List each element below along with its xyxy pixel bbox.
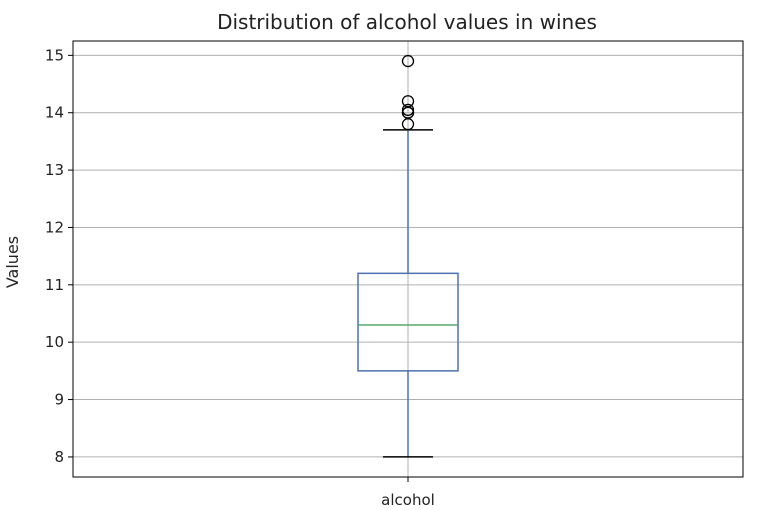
y-tick-label: 9	[54, 391, 64, 409]
y-tick-label: 11	[45, 276, 64, 294]
axes: 8 9 10 11 12 13 14 15 alcohol	[45, 40, 744, 509]
y-tick-label: 13	[45, 161, 64, 179]
y-tick-label: 8	[54, 448, 64, 466]
outlier-point	[401, 54, 415, 68]
outlier-point	[401, 95, 415, 108]
x-tick-label: alcohol	[381, 491, 435, 509]
y-tick-label: 12	[45, 218, 64, 236]
y-tick-label: 10	[45, 333, 64, 351]
iqr-box	[357, 272, 459, 372]
y-tick-label: 15	[45, 46, 64, 64]
chart-title: Distribution of alcohol values in wines	[217, 10, 597, 34]
outlier-point	[401, 103, 415, 116]
outlier-points	[401, 54, 415, 131]
y-tick-label: 14	[45, 104, 64, 122]
box-group	[357, 129, 459, 458]
y-axis-label: Values	[3, 236, 22, 288]
